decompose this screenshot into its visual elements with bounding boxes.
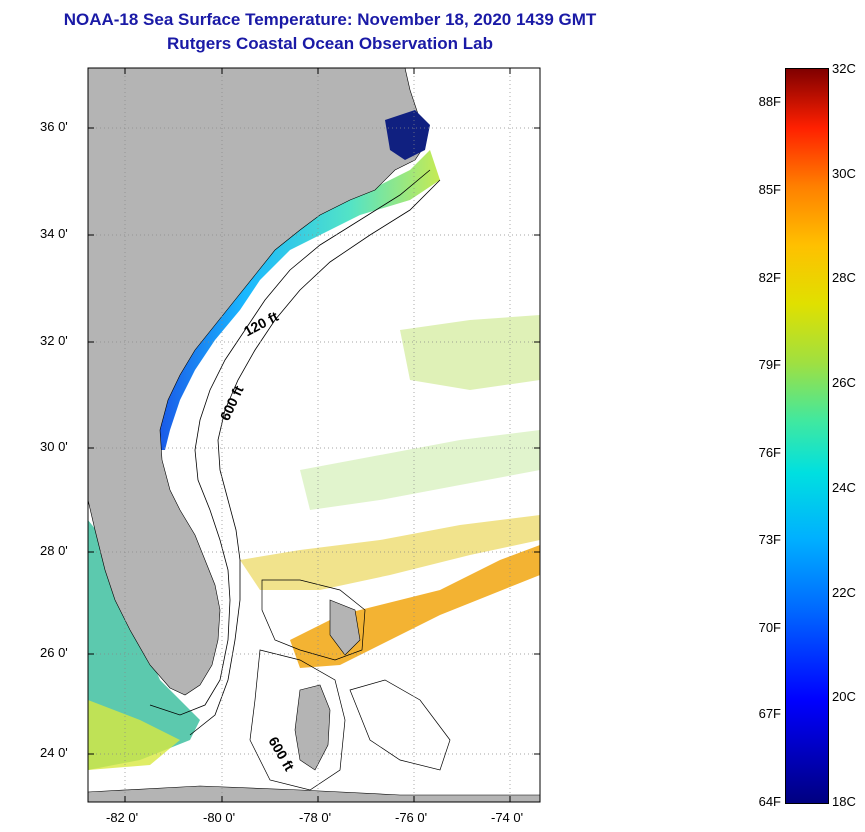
lon-tick: -74 0' [491,810,524,825]
lat-tick: 30 0' [40,439,68,454]
colorbar-fahrenheit-label: 64F [758,794,781,809]
lon-tick: -78 0' [299,810,332,825]
bahamas-grand [329,599,361,656]
colorbar-celsius-label: 18C [832,794,856,809]
colorbar-fahrenheit-label: 79F [758,357,781,372]
gulf-sst-yellow [88,700,180,770]
colorbar-fahrenheit-label: 67F [758,706,781,721]
colorbar-celsius-label: 22C [832,585,856,600]
lat-tick: 26 0' [40,645,68,660]
lat-tick: 34 0' [40,226,68,241]
colorbar-fahrenheit-label: 88F [758,94,781,109]
graticule [88,68,540,802]
contour-120ft [149,169,431,716]
colorbar-celsius-label: 30C [832,166,856,181]
lat-tick: 36 0' [40,119,68,134]
lon-tick: -80 0' [203,810,236,825]
offshore-green-patch [400,315,540,390]
colorbar-fahrenheit-label: 70F [758,620,781,635]
bahamas-andros [294,684,331,771]
colorbar-celsius-label: 20C [832,689,856,704]
contour-600ft [189,179,441,736]
lat-tick: 28 0' [40,543,68,558]
pamlico-sound [385,110,430,160]
offshore-yellow-patch [240,515,540,590]
colorbar-celsius-label: 28C [832,270,856,285]
colorbar-fahrenheit-label: 85F [758,182,781,197]
colorbar-celsius-label: 32C [832,61,856,76]
colorbar-fahrenheit-label: 76F [758,445,781,460]
temperature-colorbar [785,68,829,804]
map-title: NOAA-18 Sea Surface Temperature: Novembe… [63,10,597,29]
colorbar-celsius-label: 24C [832,480,856,495]
lat-tick: 24 0' [40,745,68,760]
cuba-coast [88,785,540,802]
colorbar-fahrenheit-label: 82F [758,270,781,285]
lon-tick: -82 0' [106,810,139,825]
tick-marks [88,68,540,802]
colorbar-fahrenheit-label: 73F [758,532,781,547]
lat-tick: 32 0' [40,333,68,348]
lon-tick: -76 0' [395,810,428,825]
contour-bahamas [249,579,451,791]
us-mainland [88,68,426,696]
offshore-green-patch-2 [300,430,540,510]
map-frame [87,67,541,803]
map-subtitle: Rutgers Coastal Ocean Observation Lab [167,34,493,53]
colorbar-celsius-label: 26C [832,375,856,390]
coastal-sst-band [140,150,440,450]
